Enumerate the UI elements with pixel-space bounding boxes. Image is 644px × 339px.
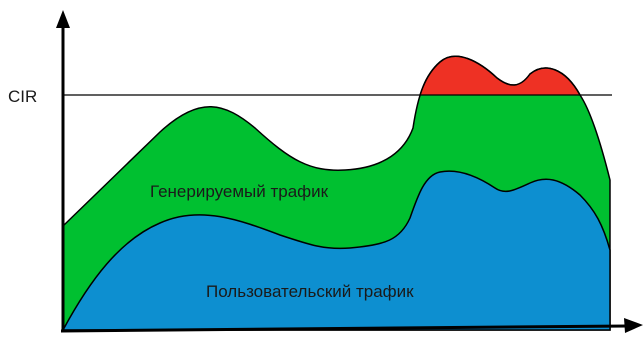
excess-traffic-area	[419, 55, 581, 95]
x-axis-arrow	[624, 318, 643, 333]
x-axis	[60, 324, 629, 333]
user-traffic-area	[61, 170, 611, 331]
user-traffic-label: Пользовательский трафик	[206, 282, 414, 301]
y-axis-arrow	[56, 10, 70, 28]
cir-label: CIR	[8, 87, 37, 106]
generated-traffic-label: Генерируемый трафик	[150, 182, 329, 201]
